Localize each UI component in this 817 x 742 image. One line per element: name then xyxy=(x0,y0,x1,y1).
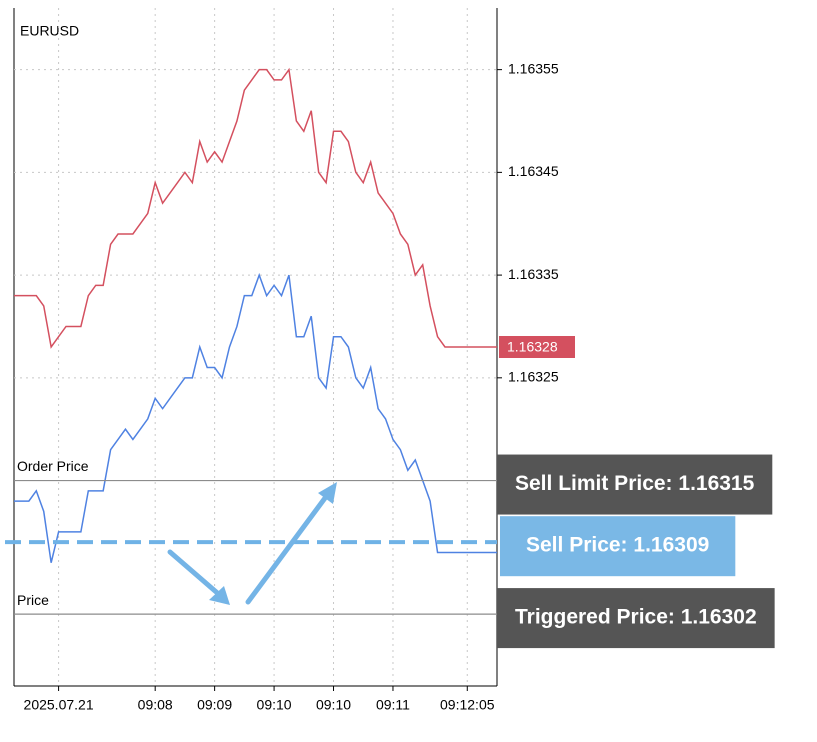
level-label: Sell Price: 1.16309 xyxy=(526,534,709,557)
series-line xyxy=(14,67,497,349)
series-line xyxy=(14,272,497,563)
chart-title: EURUSD xyxy=(20,23,79,39)
level-box xyxy=(497,454,773,515)
level-label: Sell Limit Price: 1.16315 xyxy=(515,472,755,495)
y-tick-label: 1.16325 xyxy=(508,369,559,385)
y-tick-label: 1.16355 xyxy=(508,60,559,76)
level-name: Order Price xyxy=(17,458,89,474)
labels: 1.16325 1.16335 1.16345 1.16355 2025.07.21 09… xyxy=(24,60,775,713)
grid xyxy=(14,8,502,691)
arrowhead xyxy=(318,482,337,504)
level-name: Price xyxy=(17,592,49,608)
current-price-label: 1.16328 xyxy=(507,339,558,355)
y-tick-label: 1.16335 xyxy=(508,266,559,282)
arrowhead xyxy=(209,586,230,605)
current-price-box xyxy=(499,336,575,358)
price-lines xyxy=(14,67,497,563)
x-tick-label: 09:11 xyxy=(376,697,410,713)
annotation-arrows xyxy=(167,482,337,605)
level-box xyxy=(497,588,775,649)
arrow-down xyxy=(167,549,225,600)
level-box xyxy=(500,516,736,577)
level-label: Triggered Price: 1.16302 xyxy=(515,606,757,629)
x-tick-label: 09:12:05 xyxy=(440,697,495,713)
arrow-up xyxy=(245,491,331,605)
x-tick-label: 09:09 xyxy=(197,697,232,713)
y-tick-label: 1.16345 xyxy=(508,163,559,179)
x-tick-label: 09:10 xyxy=(316,697,351,713)
x-tick-label: 09:08 xyxy=(138,697,173,713)
x-tick-label: 09:10 xyxy=(257,697,292,713)
x-tick-label: 2025.07.21 xyxy=(24,697,94,713)
levels: Order Price Price xyxy=(5,458,497,615)
